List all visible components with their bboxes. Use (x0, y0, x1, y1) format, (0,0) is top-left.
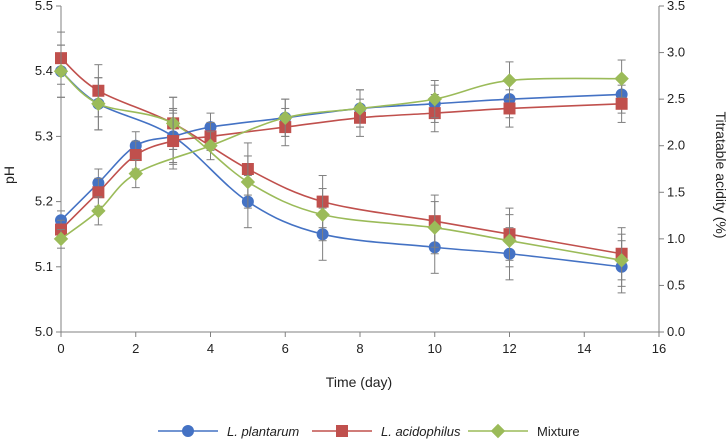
x-tick-label: 10 (428, 341, 442, 356)
point-mixture-ph (502, 233, 517, 248)
series-mixture-acidity (53, 59, 629, 249)
legend-marker (336, 425, 348, 437)
series-l-acidophilus-acidity (55, 84, 628, 240)
series-layer (53, 31, 629, 294)
plot-frame (60, 6, 660, 333)
y-right-tick-label: 2.5 (667, 91, 685, 106)
y-right-axis-ticks: 0.0 0.5 1.0 1.5 2.0 2.5 3.0 3.5 (659, 0, 685, 339)
point-mixture-acidity (502, 73, 517, 88)
y-left-axis-title: pH (1, 166, 17, 184)
line-l-acidophilus-acidity (60, 103, 622, 231)
point-mixture-acidity (278, 110, 293, 125)
x-tick-label: 6 (282, 341, 289, 356)
x-tick-label: 4 (207, 341, 214, 356)
x-tick-label: 16 (652, 341, 666, 356)
legend-label: Mixture (537, 424, 580, 439)
y-left-tick-label: 5.0 (35, 324, 53, 339)
x-axis-title: Time (day) (326, 374, 392, 390)
x-tick-label: 2 (132, 341, 139, 356)
point-l-acidophilus-acidity (615, 97, 628, 110)
legend-item-l-acidophilus: L. acidophilus (312, 424, 461, 439)
legend-item-l-plantarum: L. plantarum (158, 424, 299, 439)
point-mixture-acidity (53, 231, 69, 247)
x-tick-label: 14 (577, 341, 591, 356)
point-mixture-acidity (203, 138, 218, 153)
series-mixture-ph (53, 44, 629, 287)
point-mixture-ph (53, 63, 69, 79)
line-mixture-ph (60, 70, 622, 262)
line-mixture-acidity (60, 77, 622, 240)
point-mixture-acidity (614, 71, 629, 86)
y-left-tick-label: 5.4 (35, 63, 53, 78)
series-l-plantarum-ph (55, 44, 628, 294)
point-l-acidophilus-acidity (92, 186, 105, 199)
point-mixture-ph (91, 96, 106, 112)
point-mixture-acidity (427, 91, 442, 107)
y-left-axis-ticks: 5.0 5.1 5.2 5.3 5.4 5.5 (35, 0, 61, 339)
point-mixture-acidity (128, 166, 143, 181)
point-l-acidophilus-acidity (129, 149, 142, 162)
legend-label: L. plantarum (227, 424, 299, 439)
point-l-acidophilus-acidity (167, 135, 180, 148)
x-axis-ticks: 0 2 4 6 8 10 12 14 16 (57, 332, 666, 356)
line-l-plantarum-acidity (60, 93, 622, 221)
x-tick-label: 8 (356, 341, 363, 356)
y-left-tick-label: 5.1 (35, 259, 53, 274)
point-mixture-ph (315, 207, 330, 222)
legend-marker (182, 425, 194, 437)
legend-label: L. acidophilus (381, 424, 461, 439)
y-left-tick-label: 5.2 (35, 194, 53, 209)
point-mixture-acidity (91, 203, 106, 219)
y-right-tick-label: 1.0 (667, 231, 685, 246)
y-right-tick-label: 2.0 (667, 138, 685, 153)
point-mixture-ph (614, 253, 629, 268)
y-left-tick-label: 5.3 (35, 128, 53, 143)
point-mixture-ph (240, 174, 256, 190)
point-mixture-ph (427, 220, 442, 235)
x-tick-label: 0 (57, 341, 64, 356)
y-right-axis-title: Titratable acidity (%) (713, 111, 726, 238)
y-right-tick-label: 0.5 (667, 277, 685, 292)
y-right-tick-label: 0.0 (667, 324, 685, 339)
x-tick-label: 12 (502, 341, 516, 356)
y-right-tick-label: 3.5 (667, 0, 685, 13)
point-mixture-acidity (352, 101, 368, 116)
y-left-tick-label: 5.5 (35, 0, 53, 13)
legend-item-mixture: Mixture (468, 423, 580, 439)
point-l-acidophilus-acidity (503, 102, 516, 115)
legend-marker (490, 423, 506, 439)
y-right-tick-label: 1.5 (667, 184, 685, 199)
y-right-tick-label: 3.0 (667, 45, 685, 60)
legend: L. plantarum L. acidophilus Mixture (158, 423, 580, 439)
line-l-acidophilus-ph (60, 57, 622, 255)
